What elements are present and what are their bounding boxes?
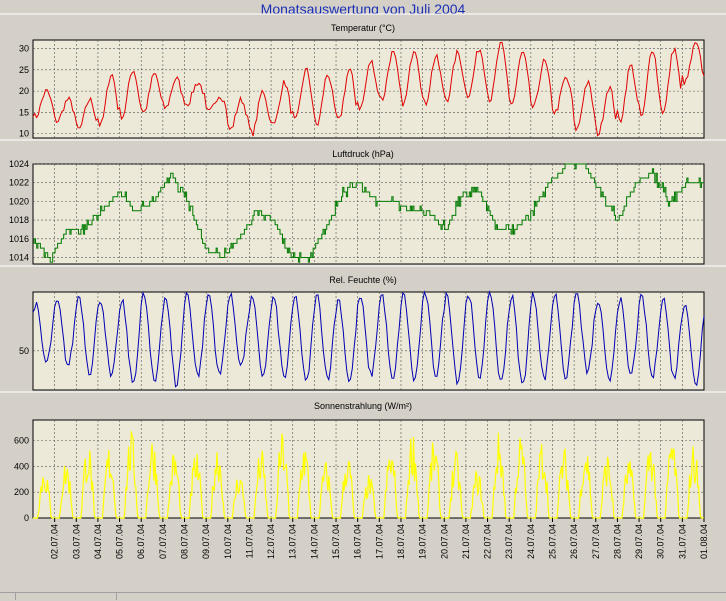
x-tick-label: 29.07.04 [634, 524, 644, 559]
status-bar [0, 592, 726, 601]
y-tick-label: 25 [19, 65, 29, 75]
y-tick-label: 0 [24, 513, 29, 523]
x-tick-label: 17.07.04 [374, 524, 384, 559]
y-tick-label: 1018 [9, 215, 29, 225]
x-tick-label: 27.07.04 [591, 524, 601, 559]
plot-area [32, 291, 705, 391]
y-tick-label: 600 [14, 436, 29, 446]
x-tick-label: 12.07.04 [266, 524, 276, 559]
x-tick-label: 16.07.04 [353, 524, 363, 559]
x-tick-label: 11.07.04 [244, 524, 254, 558]
panel-title: Rel. Feuchte (%) [329, 275, 397, 285]
y-tick-label: 1024 [9, 159, 29, 169]
x-tick-label: 01.08.04 [699, 524, 709, 559]
y-tick-label: 1014 [9, 252, 29, 262]
status-segment [0, 593, 16, 600]
x-tick-label: 06.07.04 [136, 524, 146, 559]
x-tick-label: 10.07.04 [223, 524, 233, 559]
x-tick-label: 09.07.04 [201, 524, 211, 559]
x-tick-label: 14.07.04 [309, 524, 319, 559]
x-tick-label: 22.07.04 [483, 524, 493, 559]
radiation-series-line [33, 431, 704, 519]
y-tick-label: 20 [19, 86, 29, 96]
x-tick-label: 08.07.04 [180, 524, 190, 559]
x-tick-label: 21.07.04 [461, 524, 471, 559]
y-tick-label: 30 [19, 44, 29, 54]
x-tick-label: 15.07.04 [331, 524, 341, 559]
panel-title: Sonnenstrahlung (W/m²) [314, 401, 412, 411]
y-tick-label: 1020 [9, 196, 29, 206]
panel-title: Luftdruck (hPa) [332, 149, 394, 159]
pressure-series-line [33, 163, 704, 263]
plot-area [32, 163, 705, 265]
plot-area [32, 419, 705, 519]
x-tick-label: 31.07.04 [677, 524, 687, 559]
x-tick-label: 05.07.04 [115, 524, 125, 559]
x-tick-label: 18.07.04 [396, 524, 406, 559]
x-tick-label: 19.07.04 [418, 524, 428, 559]
y-tick-label: 1016 [9, 234, 29, 244]
y-tick-label: 10 [19, 129, 29, 139]
temperature-series-line [32, 41, 705, 137]
y-tick-label: 1022 [9, 178, 29, 188]
panel-title: Temperatur (°C) [331, 23, 395, 33]
x-tick-label: 25.07.04 [547, 524, 557, 559]
page-title: Monatsauswertung von Juli 2004 [260, 1, 466, 17]
humidity-series-line [32, 290, 705, 388]
x-tick-label: 13.07.04 [288, 524, 298, 559]
x-tick-label: 03.07.04 [71, 524, 81, 559]
plot-area [32, 39, 705, 139]
status-segment [16, 593, 117, 600]
y-tick-label: 200 [14, 487, 29, 497]
x-tick-label: 26.07.04 [569, 524, 579, 559]
x-tick-label: 24.07.04 [526, 524, 536, 559]
x-tick-label: 20.07.04 [439, 524, 449, 559]
y-tick-label: 50 [19, 346, 29, 356]
y-tick-label: 400 [14, 461, 29, 471]
x-tick-label: 30.07.04 [656, 524, 666, 559]
x-tick-label: 04.07.04 [93, 524, 103, 559]
x-tick-label: 07.07.04 [158, 524, 168, 559]
y-tick-label: 15 [19, 107, 29, 117]
x-tick-label: 02.07.04 [50, 524, 60, 559]
x-tick-label: 23.07.04 [504, 524, 514, 559]
x-tick-label: 28.07.04 [612, 524, 622, 559]
